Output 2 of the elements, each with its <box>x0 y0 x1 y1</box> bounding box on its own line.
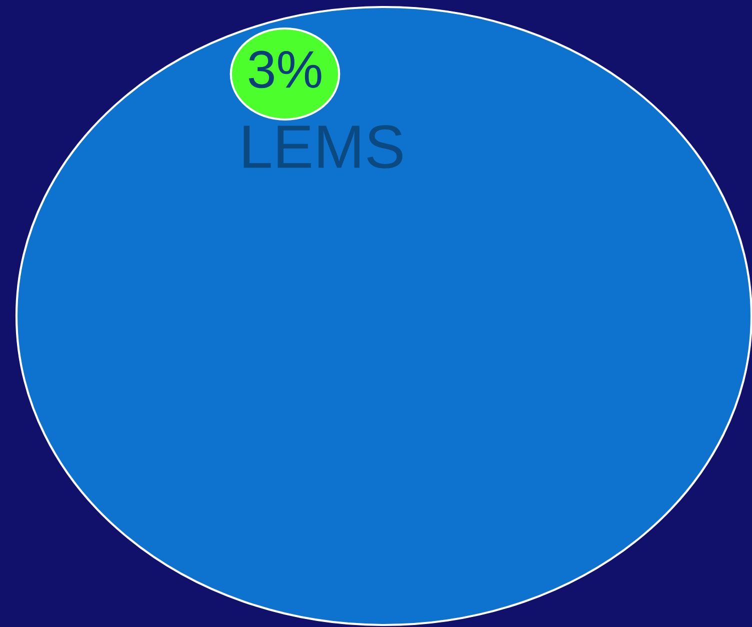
category-label: LEMS <box>244 125 402 168</box>
data-label: 3% <box>248 50 322 88</box>
